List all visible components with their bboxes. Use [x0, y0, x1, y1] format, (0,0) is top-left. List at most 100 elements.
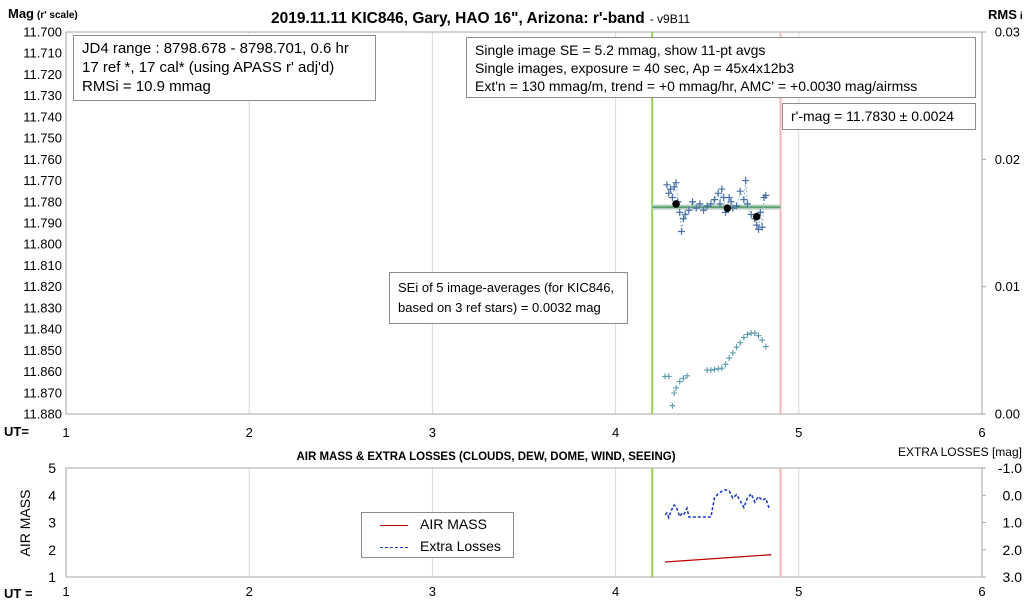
rmsi-point — [751, 330, 758, 337]
legend-swatch-air-mass — [380, 525, 408, 526]
rmsi-point — [726, 354, 733, 361]
y2-tick-label: 0.02 — [995, 152, 1020, 167]
rmsi-point — [680, 375, 687, 382]
single-image-point — [718, 185, 726, 193]
single-image-point — [714, 189, 722, 197]
rmsi-point — [729, 349, 736, 356]
y-tick-label: 11.810 — [23, 258, 62, 273]
y-tick-label: 11.840 — [23, 322, 62, 337]
y-axis-label: Mag (r' scale) — [8, 6, 78, 21]
y-tick-label: 11.850 — [23, 343, 62, 358]
rmsi-point — [737, 339, 744, 346]
x-tick-label: 1 — [62, 425, 69, 440]
y2-tick-label: 0.00 — [995, 407, 1020, 422]
chart-title: AIR MASS & EXTRA LOSSES (CLOUDS, DEW, DO… — [296, 451, 675, 463]
single-image-point — [707, 200, 715, 208]
single-image-point — [689, 198, 697, 206]
rmsi-point — [673, 384, 680, 391]
x-tick-label: 5 — [795, 584, 802, 599]
y-tick-label: 11.770 — [23, 173, 62, 188]
plot-frame — [65, 467, 983, 578]
y2-tick-label: 0.01 — [995, 279, 1020, 294]
single-image-point — [744, 200, 752, 208]
rmsi-text: RMSi = 10.9 mmag — [82, 78, 211, 95]
single-image-point — [742, 177, 750, 185]
airmass-line — [665, 554, 772, 563]
y2-tick-label: 2.0 — [1003, 542, 1023, 558]
x-tick-label: 1 — [62, 584, 69, 599]
single-image-point — [696, 200, 704, 208]
single-image-point — [754, 225, 762, 233]
x-tick-label: 2 — [246, 425, 253, 440]
single-image-point — [740, 196, 748, 204]
y-tick-label: 11.870 — [23, 385, 62, 400]
rmsi-point — [762, 343, 769, 350]
legend: AIR MASS Extra Losses — [361, 512, 514, 558]
single-image-point — [758, 223, 766, 231]
single-image-point — [725, 194, 733, 202]
single-image-point — [733, 202, 741, 210]
rmsi-point — [733, 344, 740, 351]
single-image-point — [753, 221, 761, 229]
y-tick-label: 11.750 — [23, 131, 62, 146]
single-image-point — [681, 211, 689, 219]
single-image-point — [727, 198, 735, 206]
y2-axis-label: RMS i — [988, 7, 1023, 22]
single-se-text: Single image SE = 5.2 mmag, show 11-pt a… — [475, 42, 766, 58]
single-image-point — [663, 181, 671, 189]
sei-line-1: SEi of 5 image-averages (for KIC846, — [398, 280, 615, 295]
airmass-chart: 1 2 3 4 5 -1.0 0.0 1.0 2.0 3.0 1 2 3 4 5 6 AIR MASS EXTRA… — [4, 445, 1022, 601]
x-tick-label: 6 — [978, 584, 985, 599]
extinction-text: Ext'n = 130 mmag/m, trend = +0 mmag/hr, … — [475, 78, 918, 94]
rmsi-point — [671, 389, 678, 396]
y2-tick-label: 1.0 — [1003, 515, 1023, 531]
average-point — [723, 204, 732, 212]
legend-swatch-extra-losses — [380, 547, 408, 548]
x-tick-label: 5 — [795, 425, 802, 440]
single-image-point — [736, 187, 744, 195]
y2-tick-label: 3.0 — [1003, 569, 1023, 585]
y-tick-label: 11.700 — [23, 25, 62, 40]
x-tick-label: 4 — [612, 584, 619, 599]
legend-label-extra-losses: Extra Losses — [420, 538, 501, 554]
single-image-point — [700, 206, 708, 214]
rmsi-point — [676, 378, 683, 385]
y-axis-label: AIR MASS — [17, 490, 33, 557]
y-tick-label: 5 — [48, 460, 56, 476]
x-tick-label: 3 — [429, 425, 436, 440]
single-image-point — [716, 200, 724, 208]
y-tick-label: 11.830 — [23, 300, 62, 315]
x-axis-label: UT= — [4, 424, 29, 439]
y-tick-label: 11.720 — [23, 67, 62, 82]
rmag-box: r'-mag = 11.7830 ± 0.0024 — [782, 103, 976, 130]
single-image-point — [670, 183, 678, 191]
single-image-point — [679, 215, 687, 223]
single-image-point — [703, 202, 711, 210]
y-tick-label: 11.860 — [23, 364, 62, 379]
x-axis-label: UT = — [4, 586, 33, 601]
y-tick-label: 11.820 — [23, 279, 62, 294]
single-image-point — [676, 208, 684, 216]
x-tick-label: 6 — [978, 425, 985, 440]
single-image-point — [711, 196, 719, 204]
rmsi-point — [707, 367, 714, 374]
single-image-point — [685, 206, 693, 214]
y-tick-label: 11.880 — [23, 407, 62, 422]
sei-box: SEi of 5 image-averages (for KIC846, bas… — [389, 272, 628, 324]
y-tick-label: 4 — [48, 487, 56, 503]
single-image-point — [762, 191, 770, 199]
rmsi-point — [718, 365, 725, 372]
rmsi-point — [755, 332, 762, 339]
rmsi-point — [740, 334, 747, 341]
single-image-point — [678, 227, 686, 235]
single-image-box: Single image SE = 5.2 mmag, show 11-pt a… — [466, 37, 976, 98]
plot-frame — [65, 31, 983, 415]
jd-range-box: JD4 range : 8798.678 - 8798.701, 0.6 hr … — [73, 35, 376, 101]
exposure-text: Single images, exposure = 40 sec, Ap = 4… — [475, 60, 795, 76]
rmsi-point — [722, 361, 729, 368]
single-image-point — [668, 194, 676, 202]
rmsi-point — [744, 331, 751, 338]
ref-cal-text: 17 ref *, 17 cal* (using APASS r' adj'd) — [82, 59, 335, 76]
average-point — [672, 200, 680, 208]
